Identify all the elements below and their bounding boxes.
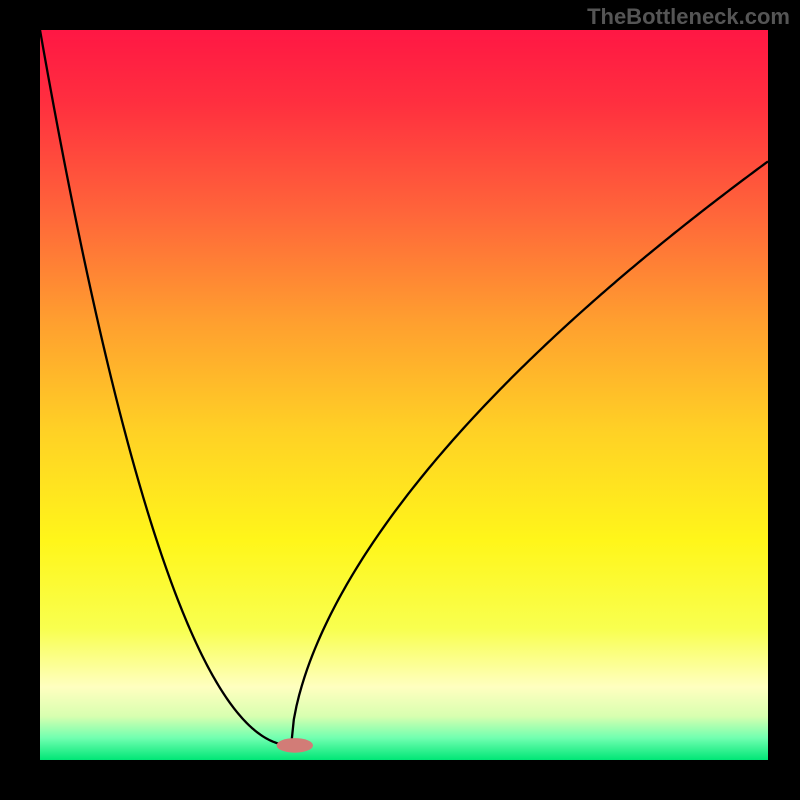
plot-background [40, 30, 768, 760]
chart-container: TheBottleneck.com [0, 0, 800, 800]
bottleneck-chart [0, 0, 800, 800]
vertex-marker [277, 738, 313, 753]
watermark-label: TheBottleneck.com [587, 4, 790, 30]
